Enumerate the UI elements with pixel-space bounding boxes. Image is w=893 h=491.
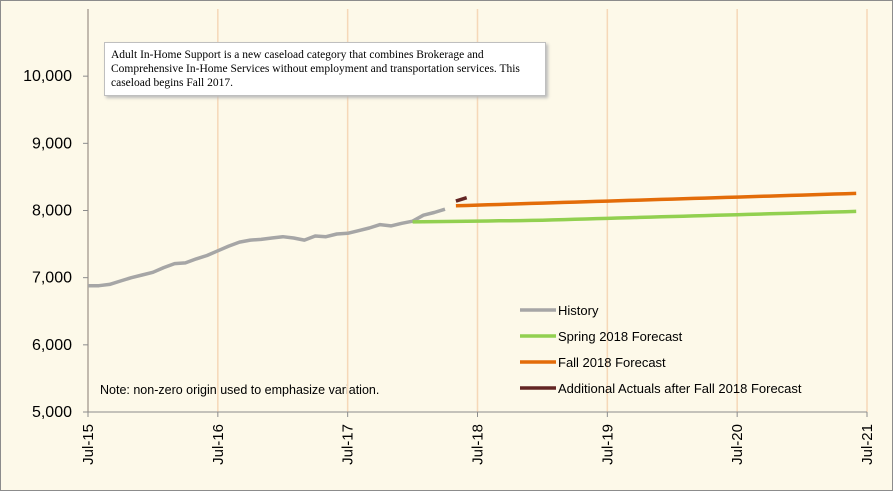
legend-label: Additional Actuals after Fall 2018 Forec… (558, 381, 802, 396)
y-tick-label: 10,000 (23, 68, 72, 85)
x-tick-label: Jul-17 (340, 424, 357, 465)
annotation: Adult In-Home Support is a new caseload … (104, 42, 546, 96)
x-tick-label: Jul-18 (470, 424, 487, 465)
legend-label: Spring 2018 Forecast (558, 329, 683, 344)
y-tick-label: 9,000 (32, 135, 72, 152)
x-tick-label: Jul-21 (859, 424, 876, 465)
series-line (412, 209, 857, 224)
y-tick-label: 6,000 (32, 337, 72, 354)
legend-label: History (558, 303, 599, 318)
legend-label: Fall 2018 Forecast (558, 355, 666, 370)
y-tick-label: 5,000 (32, 404, 72, 421)
x-tick-label: Jul-19 (599, 424, 616, 465)
series-line (455, 191, 857, 208)
x-tick-label: Jul-16 (210, 424, 227, 465)
y-tick-label: 8,000 (32, 203, 72, 220)
x-tick-label: Jul-15 (80, 424, 97, 465)
note: Note: non-zero origin used to emphasize … (100, 383, 379, 397)
x-tick-label: Jul-20 (729, 424, 746, 465)
y-tick-label: 7,000 (32, 270, 72, 287)
series-line (88, 207, 446, 288)
series-line (455, 196, 468, 203)
